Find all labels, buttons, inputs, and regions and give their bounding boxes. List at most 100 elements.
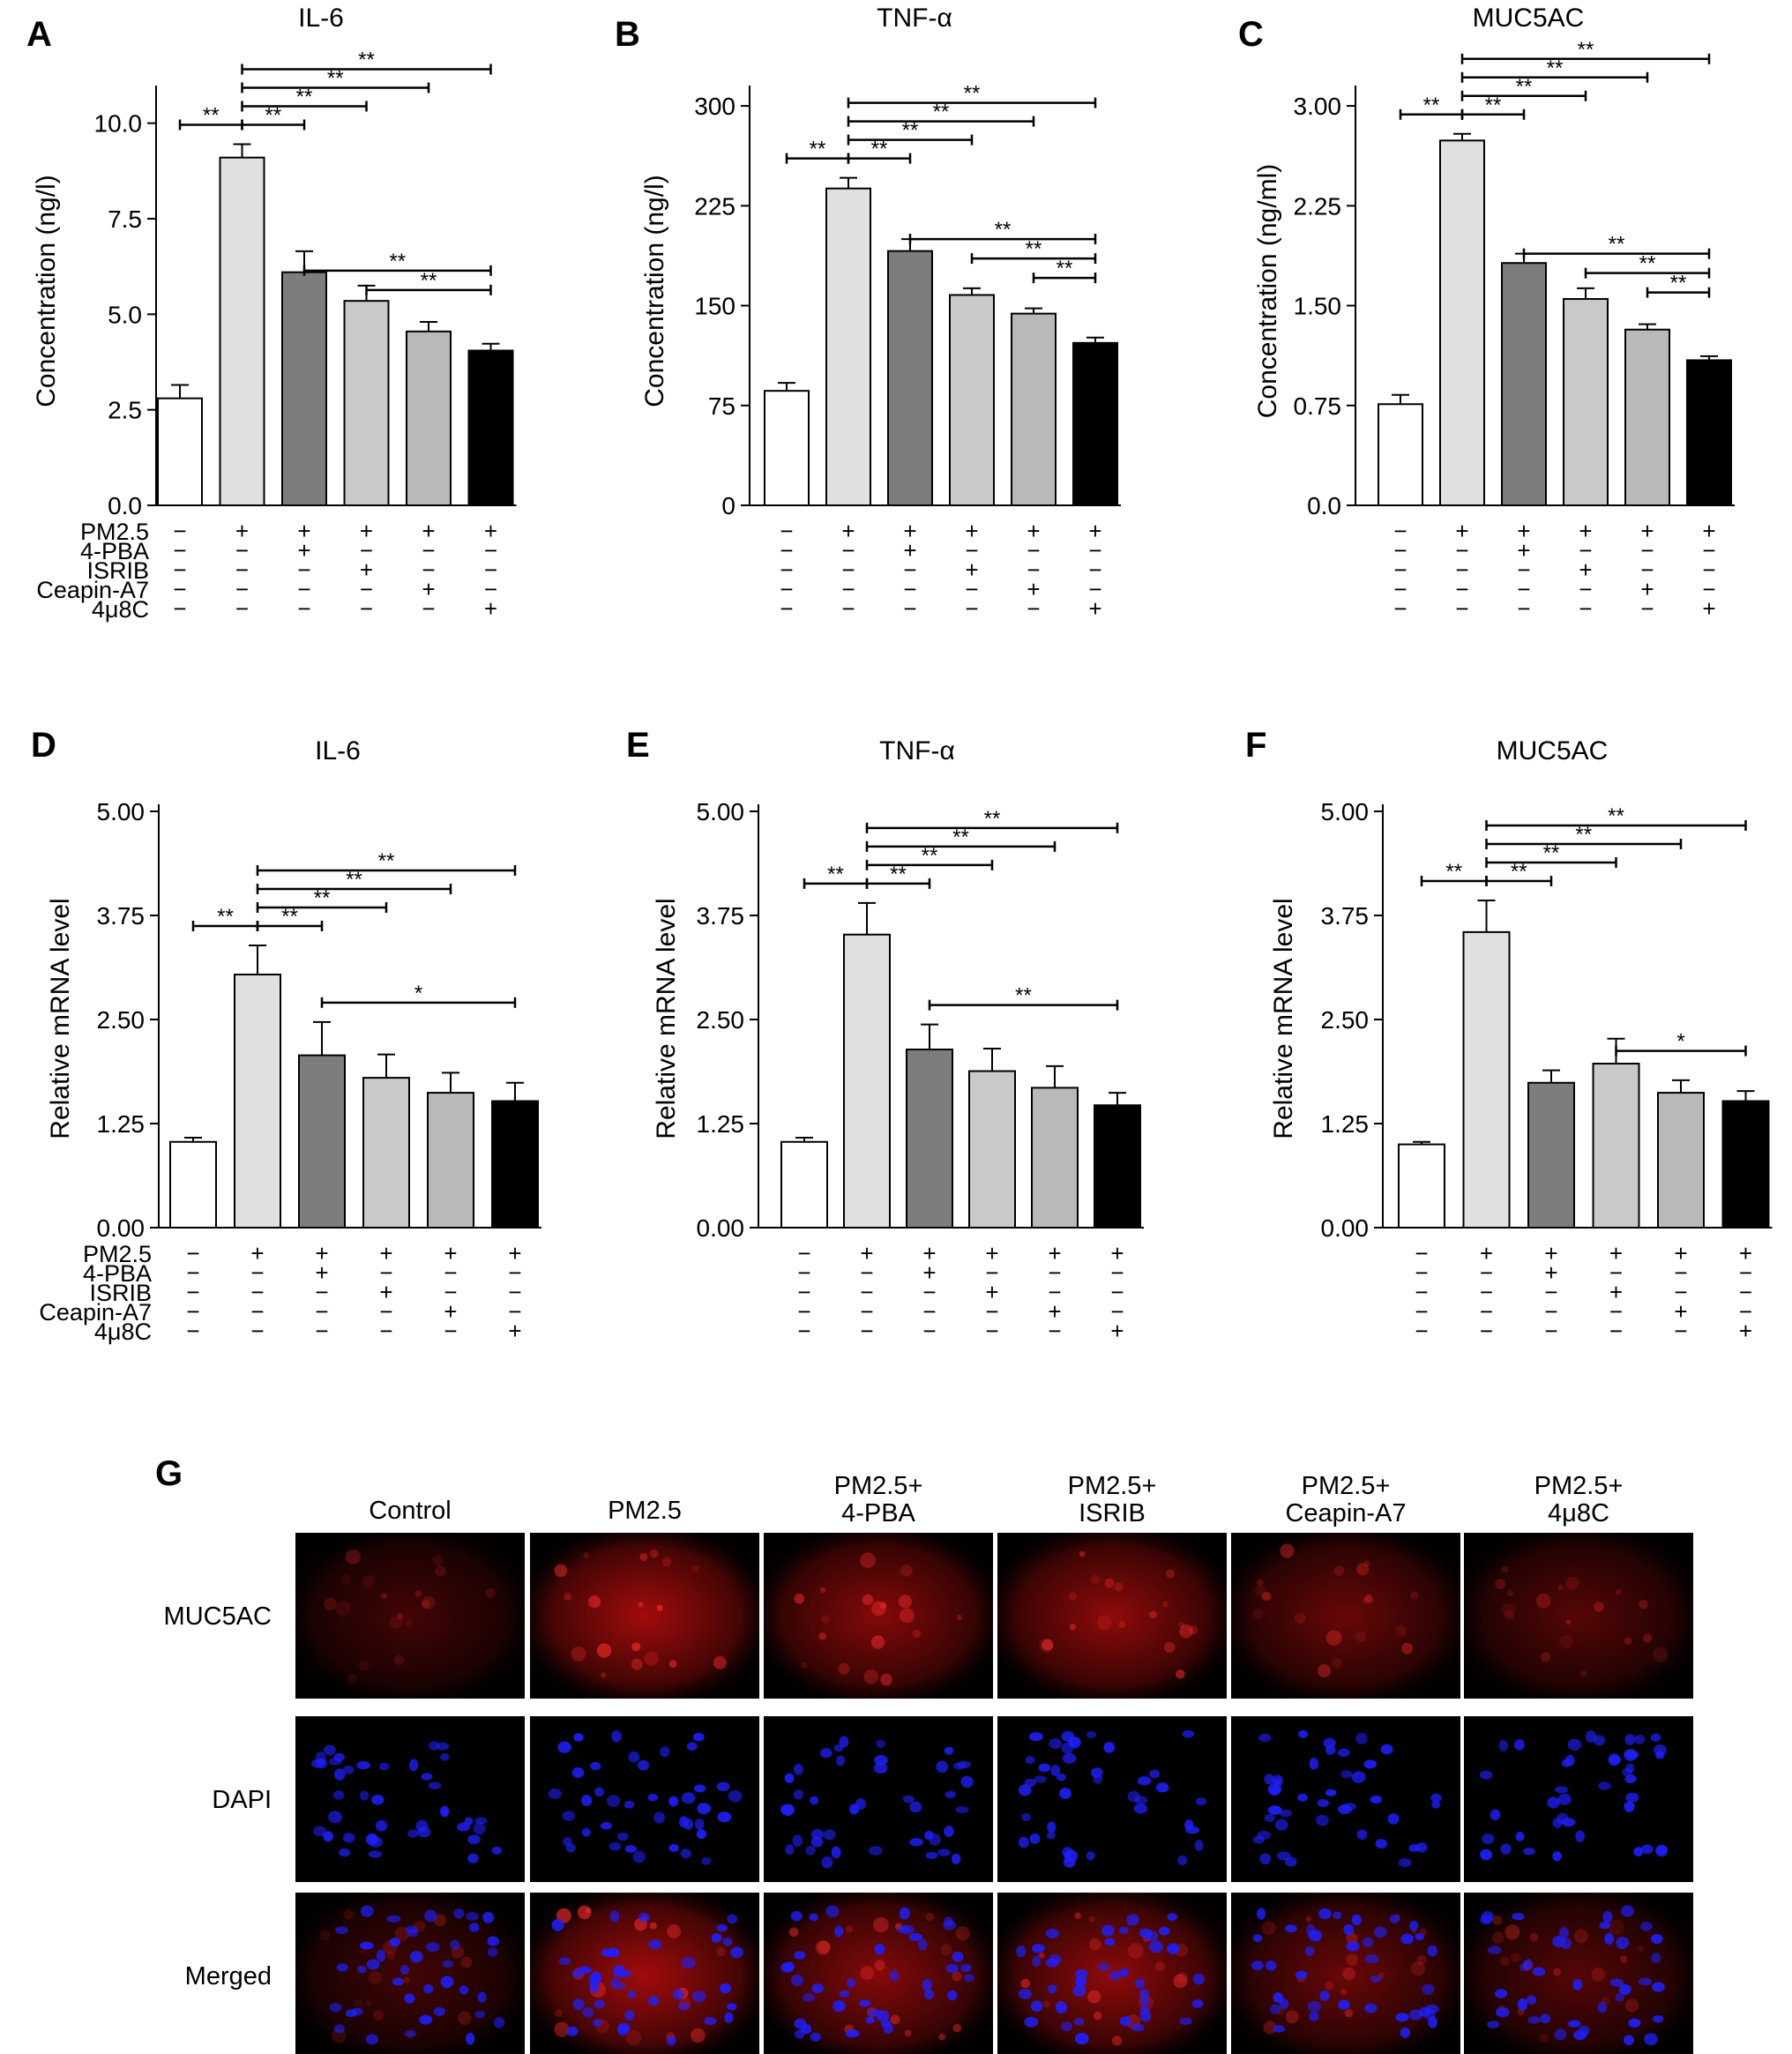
- red-speck: [319, 1930, 331, 1940]
- nucleus: [417, 1826, 431, 1838]
- condition-symbol: −: [250, 1318, 264, 1344]
- significance-label: **: [346, 868, 362, 892]
- nucleus: [1045, 1928, 1060, 1938]
- condition-symbol: −: [173, 576, 186, 602]
- condition-symbol: −: [315, 1298, 328, 1325]
- column-label: Control: [369, 1497, 452, 1525]
- nucleus: [722, 1937, 733, 1946]
- nucleus: [873, 1762, 888, 1774]
- condition-symbol: +: [1702, 518, 1715, 544]
- condition-symbol: −: [186, 1240, 199, 1266]
- nucleus: [474, 2010, 486, 2019]
- nucleus: [589, 1983, 600, 1993]
- nucleus: [594, 1787, 604, 1797]
- nucleus: [342, 1765, 355, 1774]
- condition-symbol: −: [1579, 537, 1592, 564]
- condition-symbol: −: [379, 1298, 392, 1325]
- nucleus: [845, 2029, 860, 2038]
- red-speck: [1594, 1602, 1604, 1612]
- nucleus: [792, 1834, 803, 1848]
- panel-letter: E: [626, 726, 650, 765]
- nucleus: [594, 1999, 606, 2009]
- nucleus: [464, 1817, 474, 1826]
- red-speck: [1553, 1968, 1562, 1976]
- nucleus: [342, 1833, 355, 1843]
- nucleus: [359, 1790, 370, 1801]
- nucleus: [1103, 1742, 1116, 1753]
- row-label: Merged: [185, 1962, 272, 1991]
- y-tick-label: 2.25: [1294, 192, 1342, 220]
- nucleus: [1047, 1821, 1057, 1834]
- panel-A: A IL-6 Concentration (ng/l) 0.0 2.5 5.0 7.5 10.…: [26, 4, 517, 623]
- nucleus: [945, 1963, 959, 1974]
- panel-C: C MUC5AC Concentration (ng/ml) 0.0 0.75 1.50 2…: [1238, 4, 1735, 622]
- significance-label: **: [1015, 984, 1032, 1008]
- red-speck: [955, 1926, 970, 1941]
- red-speck: [631, 1642, 641, 1652]
- condition-symbol: −: [985, 1259, 998, 1286]
- nucleus: [963, 1974, 975, 1983]
- bar: [1592, 1063, 1640, 1229]
- column-label: PM2.5: [608, 1497, 682, 1525]
- significance-label: **: [902, 119, 919, 143]
- nucleus: [711, 1933, 722, 1943]
- nucleus: [1487, 1946, 1502, 1954]
- nucleus: [466, 1912, 479, 1921]
- condition-symbol: −: [1415, 1318, 1428, 1344]
- y-tick-label: 2.50: [697, 1006, 745, 1034]
- nucleus: [846, 1977, 856, 1989]
- nucleus: [429, 1741, 440, 1751]
- nucleus: [720, 1983, 731, 1994]
- nucleus: [558, 1957, 571, 1965]
- nucleus: [1375, 1839, 1388, 1849]
- nucleus: [1355, 1732, 1368, 1744]
- red-speck: [564, 1593, 572, 1602]
- nucleus: [1624, 1801, 1635, 1812]
- nucleus: [1155, 1782, 1169, 1793]
- condition-symbol: −: [1702, 537, 1715, 564]
- condition-symbol: +: [1739, 1318, 1752, 1344]
- nucleus: [565, 1843, 576, 1853]
- condition-symbol: −: [1048, 1318, 1061, 1344]
- condition-symbol: −: [1517, 576, 1530, 602]
- red-speck: [1176, 1972, 1188, 1983]
- nucleus: [1652, 2014, 1664, 2023]
- nucleus: [1415, 1842, 1428, 1853]
- condition-symbol: −: [1544, 1279, 1557, 1305]
- condition-symbol: −: [186, 1259, 199, 1286]
- nucleus: [1131, 2023, 1145, 2032]
- red-speck: [1653, 1647, 1669, 1662]
- nucleus: [686, 1742, 698, 1752]
- condition-symbol: −: [315, 1279, 328, 1305]
- condition-symbol: −: [1640, 595, 1654, 622]
- nucleus: [677, 2002, 691, 2011]
- nucleus: [693, 1784, 706, 1793]
- condition-symbol: −: [903, 595, 916, 622]
- nucleus: [834, 1925, 844, 1938]
- condition-symbol: −: [780, 518, 793, 544]
- red-speck: [343, 1909, 355, 1920]
- condition-symbol: −: [297, 595, 310, 622]
- nucleus: [1338, 1999, 1350, 2010]
- red-speck: [1356, 1563, 1370, 1576]
- condition-symbol: −: [508, 1279, 521, 1305]
- condition-symbol: −: [860, 1259, 873, 1286]
- red-speck: [952, 2023, 962, 2033]
- chart-title: TNF-α: [879, 736, 955, 766]
- nucleus: [947, 1990, 958, 2001]
- nucleus: [867, 2008, 881, 2017]
- condition-symbol: +: [422, 518, 435, 544]
- nucleus: [1049, 1953, 1062, 1965]
- condition-symbol: +: [422, 576, 435, 602]
- nucleus: [680, 1848, 691, 1859]
- nucleus: [1049, 1737, 1063, 1749]
- y-tick-label: 0.75: [1294, 392, 1342, 420]
- nucleus: [1557, 1793, 1572, 1805]
- condition-symbol: −: [860, 1279, 873, 1305]
- nucleus: [1182, 1729, 1195, 1738]
- nucleus: [473, 1822, 486, 1835]
- micrograph-tile: [1464, 1893, 1693, 2054]
- nucleus: [1599, 1922, 1611, 1930]
- nucleus: [1073, 2017, 1085, 2026]
- row-label: DAPI: [212, 1786, 272, 1814]
